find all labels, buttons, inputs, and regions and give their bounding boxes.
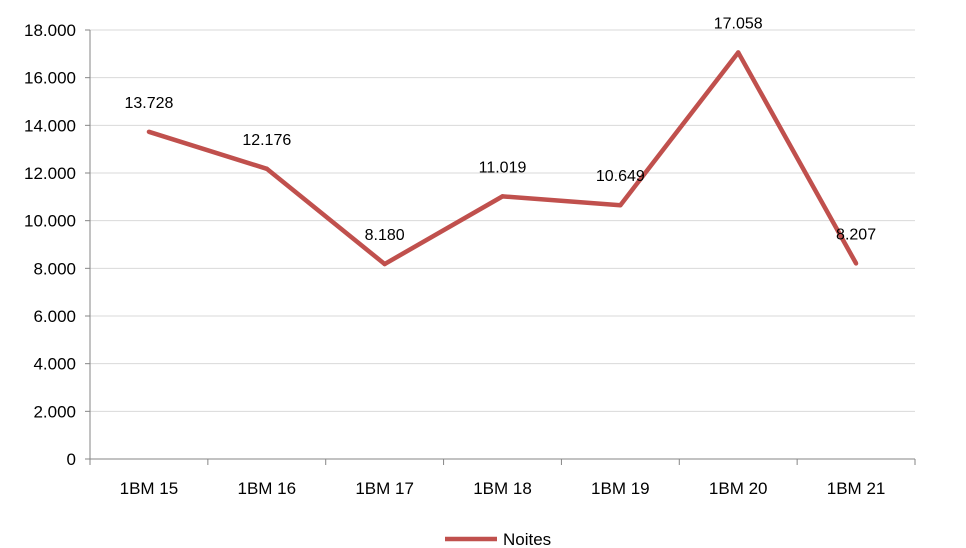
data-point	[146, 129, 152, 135]
series-noites	[146, 50, 859, 267]
data-point	[736, 50, 741, 55]
data-label: 10.649	[596, 168, 645, 185]
y-tick-label: 12.000	[24, 164, 76, 183]
data-label: 8.207	[836, 226, 876, 243]
x-tick-label: 1BM 21	[827, 479, 886, 498]
y-tick-label: 18.000	[24, 21, 76, 40]
data-label: 17.058	[714, 15, 763, 32]
legend: Noites	[445, 530, 551, 548]
data-label: 13.728	[124, 95, 173, 112]
y-tick-label: 0	[67, 450, 76, 469]
data-labels: 13.728 12.176 8.180 11.019 10.649 17.058 8.207	[124, 15, 876, 244]
y-tick-label: 8.000	[33, 259, 76, 278]
x-tick-label: 1BM 19	[591, 479, 650, 498]
x-tick-label: 1BM 18	[473, 479, 532, 498]
y-tick-label: 2.000	[33, 402, 76, 421]
data-label: 12.176	[242, 132, 291, 149]
data-point	[382, 261, 387, 267]
x-tick-label: 1BM 20	[709, 479, 768, 498]
data-point	[500, 194, 505, 199]
y-tick-label: 16.000	[24, 69, 76, 88]
data-label: 11.019	[479, 159, 527, 176]
data-point	[853, 261, 859, 266]
y-tick-label: 14.000	[24, 116, 76, 135]
gridlines	[90, 29, 915, 412]
series-line	[148, 50, 859, 267]
data-label: 8.180	[365, 227, 405, 244]
y-tick-label: 10.000	[24, 212, 76, 231]
data-point	[618, 202, 623, 208]
y-tick-label: 4.000	[33, 355, 76, 374]
legend-label: Noites	[503, 530, 551, 548]
x-tick-label: 1BM 17	[355, 479, 414, 498]
y-tick-label: 6.000	[33, 307, 76, 326]
x-tick-label: 1BM 15	[120, 479, 179, 498]
x-tick-label: 1BM 16	[237, 479, 296, 498]
y-axis: 0 2.000 4.000 6.000 8.000 10.000 12.000 14.000 1…	[24, 21, 91, 469]
data-point	[264, 166, 269, 172]
x-axis: 1BM 15 1BM 16 1BM 17 1BM 18 1BM 19 1BM 20 1BM …	[85, 458, 916, 498]
